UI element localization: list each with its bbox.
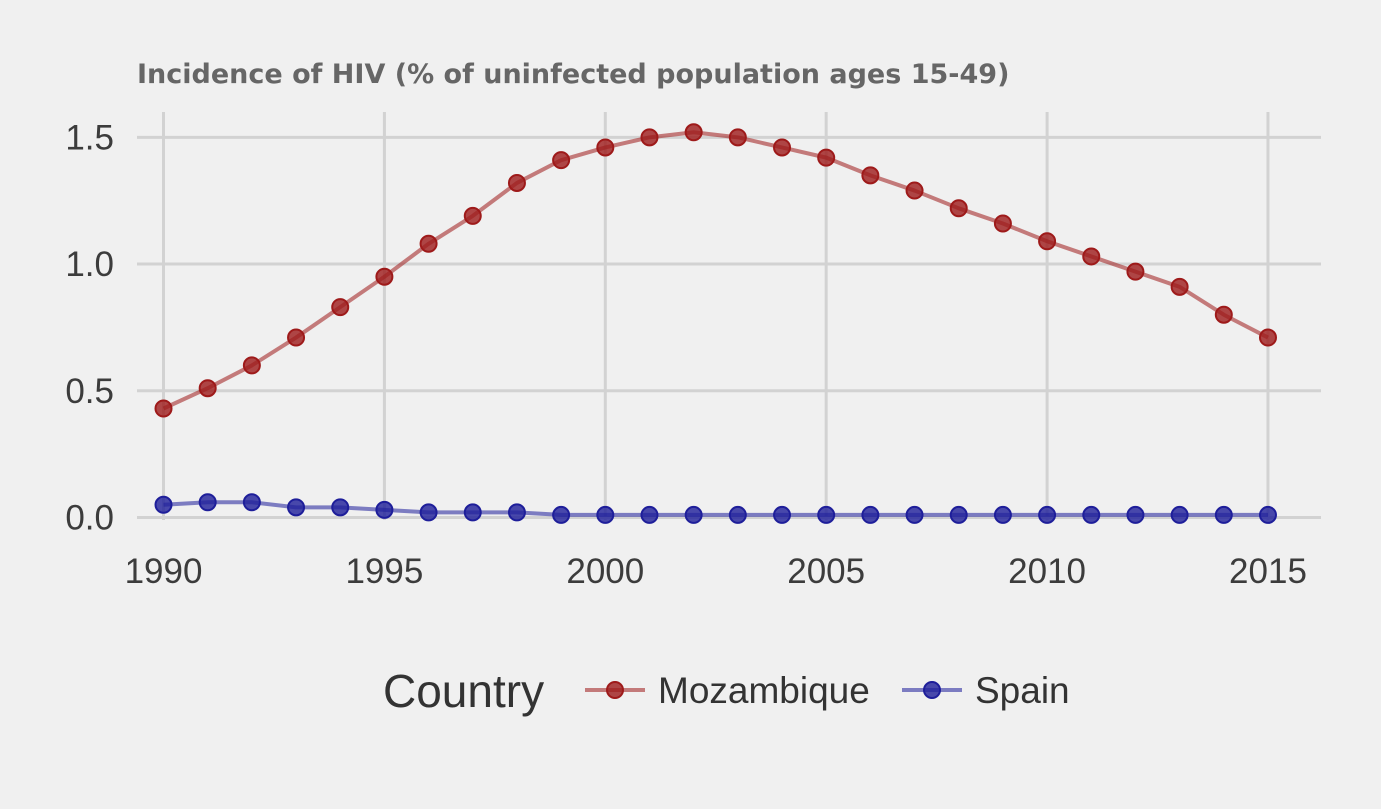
point-mozambique-2001	[640, 128, 659, 147]
point-mozambique-2002	[684, 123, 703, 142]
point-spain-2010	[1038, 505, 1057, 524]
point-mozambique-2008	[949, 199, 968, 218]
point-spain-1999	[552, 505, 571, 524]
point-spain-2003	[728, 505, 747, 524]
point-mozambique-1993	[287, 328, 306, 347]
point-mozambique-1990	[154, 399, 173, 418]
data-series	[154, 123, 1277, 524]
chart-title: Incidence of HIV (% of uninfected popula…	[137, 59, 1009, 90]
axis-tick-labels: 1990 1995 2000 2005 2010 2015 0.0 0.5 1.0 1.5	[65, 118, 1307, 591]
point-spain-1994	[331, 498, 350, 517]
point-mozambique-1991	[198, 379, 217, 398]
point-spain-1997	[463, 503, 482, 522]
point-mozambique-1992	[242, 356, 261, 375]
legend: Country Mozambique Spain	[383, 665, 1070, 717]
point-mozambique-1998	[507, 173, 526, 192]
point-mozambique-1997	[463, 206, 482, 225]
legend-item-mozambique: Mozambique	[585, 670, 870, 711]
point-spain-2015	[1258, 505, 1277, 524]
point-spain-2002	[684, 505, 703, 524]
point-spain-2005	[817, 505, 836, 524]
point-spain-2000	[596, 505, 615, 524]
point-mozambique-2009	[993, 214, 1012, 233]
point-spain-1995	[375, 500, 394, 519]
x-tick-label-1995: 1995	[345, 552, 423, 591]
legend-label-mozambique: Mozambique	[658, 670, 870, 711]
point-mozambique-2000	[596, 138, 615, 157]
point-spain-2011	[1082, 505, 1101, 524]
point-spain-2008	[949, 505, 968, 524]
point-spain-1990	[154, 495, 173, 514]
y-tick-label-1.0: 1.0	[65, 245, 114, 284]
point-mozambique-2007	[905, 181, 924, 200]
point-mozambique-2011	[1082, 247, 1101, 266]
point-mozambique-2010	[1038, 232, 1057, 251]
point-mozambique-2004	[773, 138, 792, 157]
y-tick-label-1.5: 1.5	[65, 118, 114, 157]
point-mozambique-2012	[1126, 262, 1145, 281]
y-tick-label-0.5: 0.5	[65, 372, 114, 411]
series-mozambique	[154, 123, 1277, 418]
point-mozambique-2006	[861, 166, 880, 185]
point-spain-2014	[1214, 505, 1233, 524]
point-spain-1996	[419, 503, 438, 522]
grid-lines	[137, 112, 1321, 520]
point-spain-2009	[993, 505, 1012, 524]
point-mozambique-1999	[552, 151, 571, 170]
legend-title: Country	[383, 665, 544, 717]
legend-marker-spain	[923, 681, 941, 699]
legend-marker-mozambique	[606, 681, 624, 699]
point-spain-1993	[287, 498, 306, 517]
x-tick-label-2010: 2010	[1008, 552, 1086, 591]
point-spain-1998	[507, 503, 526, 522]
x-tick-label-2005: 2005	[787, 552, 865, 591]
series-line-spain	[163, 500, 1268, 517]
point-mozambique-2014	[1214, 305, 1233, 324]
legend-label-spain: Spain	[975, 670, 1070, 711]
point-spain-1992	[242, 493, 261, 512]
series-line-mozambique	[162, 130, 1269, 411]
point-spain-1991	[198, 493, 217, 512]
point-mozambique-2003	[728, 128, 747, 147]
point-mozambique-1996	[419, 234, 438, 253]
point-spain-2001	[640, 505, 659, 524]
point-spain-2007	[905, 505, 924, 524]
point-mozambique-2015	[1258, 328, 1277, 347]
point-spain-2013	[1170, 505, 1189, 524]
point-mozambique-2005	[817, 148, 836, 167]
point-spain-2012	[1126, 505, 1145, 524]
point-mozambique-2013	[1170, 277, 1189, 296]
x-tick-label-2000: 2000	[566, 552, 644, 591]
x-tick-label-2015: 2015	[1229, 552, 1307, 591]
point-spain-2006	[861, 505, 880, 524]
point-mozambique-1995	[375, 267, 394, 286]
series-spain	[154, 493, 1277, 524]
x-tick-label-1990: 1990	[125, 552, 203, 591]
point-mozambique-1994	[331, 298, 350, 317]
legend-item-spain: Spain	[902, 670, 1070, 711]
point-spain-2004	[773, 505, 792, 524]
y-tick-label-0.0: 0.0	[65, 498, 114, 537]
